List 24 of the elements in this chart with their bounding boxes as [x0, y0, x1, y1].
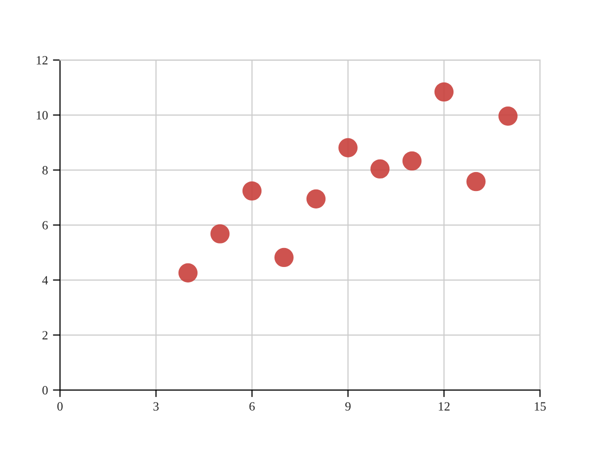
point: [338, 138, 358, 158]
y-tick-label: 4: [42, 276, 48, 284]
point: [434, 82, 454, 102]
y-tick-label: 8: [42, 166, 48, 174]
point: [210, 224, 230, 244]
x-tick-label: 12: [438, 402, 450, 410]
y-tick-label: 0: [42, 386, 48, 394]
y-tick-label: 12: [36, 56, 48, 64]
point: [274, 248, 294, 268]
x-tick-label: 0: [57, 402, 63, 411]
point: [466, 172, 486, 192]
y-tick-label: 6: [42, 221, 48, 230]
point: [178, 263, 198, 282]
x-tick-label: 3: [153, 402, 159, 411]
y-tick-label: 10: [36, 111, 48, 120]
y-tick-label: 2: [42, 331, 48, 340]
point: [370, 159, 390, 178]
x-tick-label: 6: [249, 402, 255, 411]
point: [242, 181, 262, 200]
point: [402, 151, 422, 171]
point: [306, 189, 326, 208]
x-tick-label: 15: [534, 402, 546, 411]
x-tick-label: 9: [345, 402, 351, 411]
point: [498, 106, 518, 126]
